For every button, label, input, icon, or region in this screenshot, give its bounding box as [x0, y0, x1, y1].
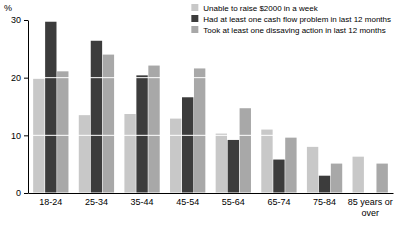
chart: 0 10 20 30 18-24 25-34 35-44 45-54 55-64 65-74 75-…: [0, 0, 397, 227]
bar: [285, 138, 296, 193]
legend-item: Took at least one dissaving action in la…: [191, 26, 385, 35]
x-axis: 18-24 25-34 35-44 45-54 55-64 65-74 75-84 85 ye…: [29, 193, 394, 218]
tick-label: 65-74: [267, 197, 290, 207]
bar-series: [45, 22, 330, 193]
tick-label: 20: [11, 73, 21, 83]
tick: 25-34: [85, 193, 108, 207]
tick-label: 0: [16, 188, 21, 198]
grid-line: [28, 77, 393, 78]
tick: 35-44: [131, 193, 154, 207]
bar: [319, 176, 330, 193]
tick: 85 years orover: [348, 193, 393, 218]
legend-swatch: [191, 15, 198, 22]
axis-title: %: [4, 3, 12, 13]
tick-label: 25-34: [85, 197, 108, 207]
tick: 20: [11, 73, 28, 83]
tick-mark: [24, 193, 28, 194]
bar: [240, 108, 251, 193]
tick-label: 30: [11, 15, 21, 25]
tick: 10: [11, 131, 28, 141]
tick: 55-64: [222, 193, 245, 207]
tick: 75-84: [313, 193, 336, 207]
legend: Unable to raise $2000 in a week Had at le…: [191, 4, 391, 35]
bar: [261, 130, 272, 193]
grid-line: [28, 135, 393, 136]
bar: [194, 68, 205, 193]
bar: [103, 55, 114, 193]
axis-line: [29, 193, 394, 194]
bar: [136, 75, 147, 193]
legend-item: Had at least one cash flow problem in la…: [191, 15, 391, 24]
tick: 65-74: [267, 193, 290, 207]
tick-label: 10: [11, 131, 21, 141]
bar: [45, 22, 56, 193]
bar: [182, 97, 193, 193]
tick-mark: [24, 135, 28, 136]
grid-line: [28, 193, 393, 194]
y-axis: 0 10 20 30: [11, 15, 29, 198]
tick-label: 45-54: [176, 197, 199, 207]
bar: [228, 140, 239, 193]
legend-swatch: [191, 26, 198, 33]
bar: [33, 79, 44, 193]
bar: [170, 119, 181, 193]
legend-label: Took at least one dissaving action in la…: [203, 26, 385, 35]
tick-mark: [24, 20, 28, 21]
axis-line: [28, 21, 29, 194]
bar-series: [57, 55, 388, 193]
bar: [331, 164, 342, 193]
tick-mark: [24, 78, 28, 79]
bar: [57, 71, 68, 193]
grid: [28, 20, 393, 193]
bar: [124, 114, 135, 193]
bar: [376, 164, 387, 193]
bar: [91, 41, 102, 193]
bar: [353, 157, 364, 193]
tick-label: 85 years orover: [348, 197, 393, 217]
tick-label: 18-24: [39, 197, 62, 207]
bar: [216, 134, 227, 193]
legend-item: Unable to raise $2000 in a week: [191, 4, 318, 13]
tick: 0: [16, 188, 28, 198]
legend-label: Unable to raise $2000 in a week: [203, 4, 318, 13]
bar: [148, 66, 159, 193]
tick: 18-24: [39, 193, 62, 207]
tick-label: 75-84: [313, 197, 336, 207]
bar: [307, 147, 318, 193]
plot-area: [28, 20, 393, 193]
bar: [273, 160, 284, 193]
legend-swatch: [191, 4, 198, 11]
bar: [79, 115, 90, 193]
legend-label: Had at least one cash flow problem in la…: [203, 15, 391, 24]
tick: 45-54: [176, 193, 199, 207]
tick-label: 55-64: [222, 197, 245, 207]
chart-container: 0 10 20 30 18-24 25-34 35-44 45-54 55-64 65-74 75-…: [0, 0, 397, 227]
tick: 30: [11, 15, 28, 25]
tick-label: 35-44: [131, 197, 154, 207]
